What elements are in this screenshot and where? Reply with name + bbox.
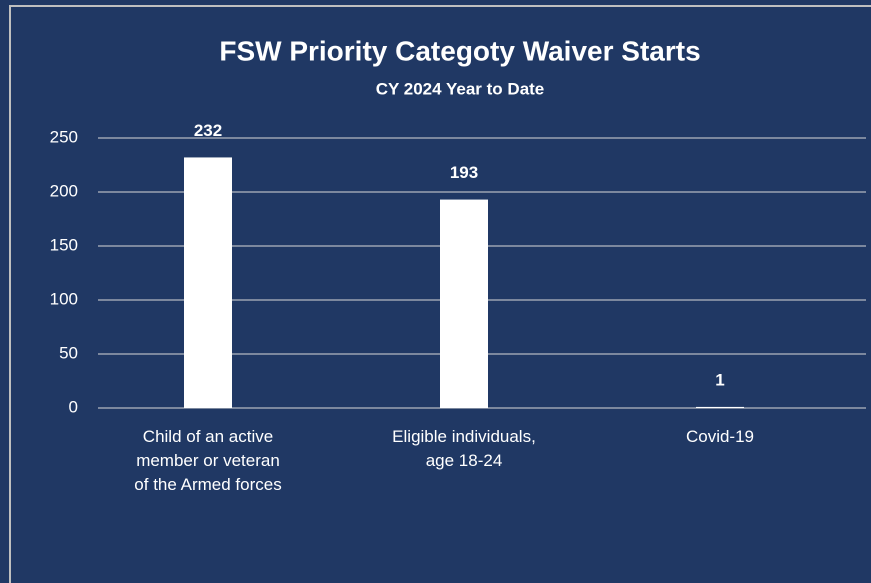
y-tick-label: 100 — [50, 289, 78, 308]
x-tick-label: Covid-19 — [685, 427, 755, 446]
x-tick-label: Child of an active member or veteran of … — [134, 427, 282, 494]
chart-title: FSW Priority Categoty Waiver Starts — [219, 35, 700, 66]
value-label: 1 — [715, 370, 724, 389]
x-tick-label: Eligible individuals, age 18-24 — [392, 427, 536, 470]
chart-subtitle: CY 2024 Year to Date — [376, 79, 545, 98]
value-label: 193 — [450, 163, 478, 182]
bar — [184, 157, 232, 408]
chart-border — [9, 5, 871, 583]
value-label: 232 — [194, 121, 222, 140]
y-tick-label: 50 — [59, 343, 78, 362]
bar — [696, 406, 744, 408]
y-tick-label: 250 — [50, 127, 78, 146]
bar — [440, 199, 488, 408]
y-tick-label: 200 — [50, 181, 78, 200]
y-tick-label: 0 — [69, 397, 78, 416]
y-tick-label: 150 — [50, 235, 78, 254]
